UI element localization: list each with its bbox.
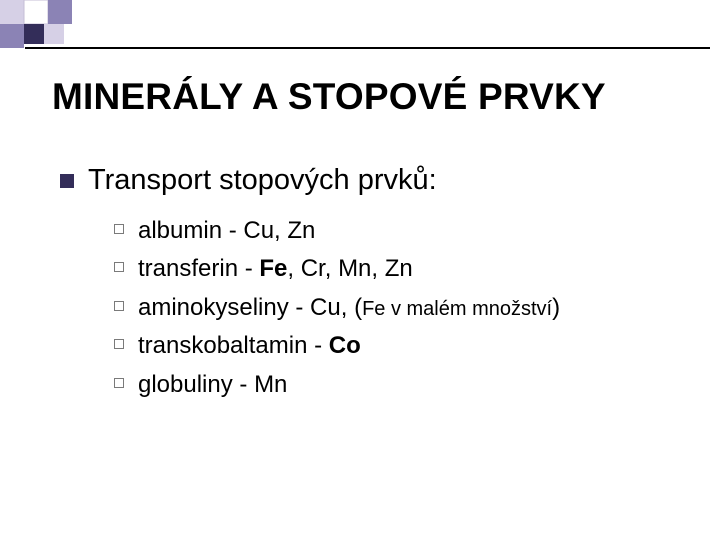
list-item-text: aminokyseliny - Cu, (Fe v malém množství… bbox=[138, 292, 560, 324]
slide-title: MINERÁLY A STOPOVÉ PRVKY bbox=[52, 76, 606, 118]
list-item: transkobaltamin - Co bbox=[114, 330, 560, 362]
hollow-square-bullet-icon bbox=[114, 301, 124, 311]
list-item-text: albumin - Cu, Zn bbox=[138, 215, 315, 247]
list-item: aminokyseliny - Cu, (Fe v malém množství… bbox=[114, 292, 560, 324]
corner-decoration bbox=[0, 0, 130, 44]
slide-body: Transport stopových prvků: albumin - Cu,… bbox=[60, 164, 560, 407]
sub-list: albumin - Cu, Zn transferin - Fe, Cr, Mn,… bbox=[114, 215, 560, 401]
list-item: albumin - Cu, Zn bbox=[114, 215, 560, 247]
list-item-text: transkobaltamin - Co bbox=[138, 330, 361, 362]
hollow-square-bullet-icon bbox=[114, 339, 124, 349]
list-item-text: transferin - Fe, Cr, Mn, Zn bbox=[138, 253, 413, 285]
heading-text: Transport stopových prvků: bbox=[88, 164, 437, 197]
hollow-square-bullet-icon bbox=[114, 224, 124, 234]
list-item: globuliny - Mn bbox=[114, 369, 560, 401]
list-item: transferin - Fe, Cr, Mn, Zn bbox=[114, 253, 560, 285]
heading-row: Transport stopových prvků: bbox=[60, 164, 560, 197]
hollow-square-bullet-icon bbox=[114, 262, 124, 272]
list-item-text: globuliny - Mn bbox=[138, 369, 287, 401]
deco-svg bbox=[0, 0, 720, 60]
square-bullet-icon bbox=[60, 174, 74, 188]
hollow-square-bullet-icon bbox=[114, 378, 124, 388]
